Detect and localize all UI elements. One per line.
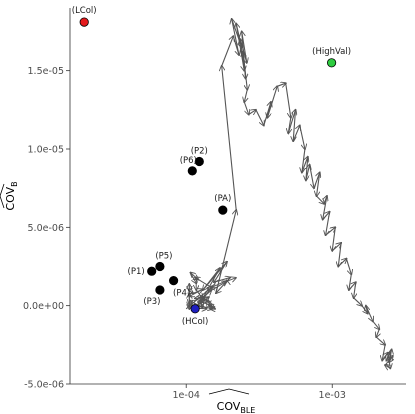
trajectory-segment [222, 66, 237, 211]
trajectory-segment [325, 227, 336, 236]
trajectory-segment [287, 110, 295, 134]
x-axis-title-text: COVBLE [217, 400, 256, 414]
trajectory-segment [299, 125, 305, 150]
x-tick-label: 1e-04 [173, 390, 200, 401]
trajectory-segment [353, 297, 362, 306]
trajectory-segment [305, 165, 310, 181]
y-tick-label: 1.5e-05 [28, 66, 64, 77]
y-tick-label: 5.0e-06 [28, 223, 64, 234]
trajectory-segment [285, 83, 291, 118]
point-label: (P1) [128, 267, 145, 277]
trajectory-segment [244, 89, 247, 103]
trajectory-segment [317, 172, 321, 197]
point-label: (HighVal) [312, 47, 351, 57]
trajectory-segment [277, 83, 286, 86]
cluster-segment [210, 281, 227, 291]
trajectory-segment [213, 278, 230, 283]
cluster-segment [206, 300, 208, 302]
point-label: (P2) [191, 147, 208, 157]
trajectory-segment [365, 305, 373, 322]
y-ticks: -5.0e-06 0.0e+00 5.0e-06 1.0e-05 1.5e-05 [23, 66, 70, 391]
trajectory-segment [386, 353, 390, 361]
trajectory-segment [345, 258, 351, 275]
trajectory-segment [214, 261, 228, 282]
cluster-segment [198, 302, 207, 310]
trajectory-segment [266, 86, 277, 118]
point-label: (HCol) [182, 317, 209, 327]
point-p1 [147, 266, 157, 276]
trajectory-segment [215, 210, 236, 294]
point-p4 [169, 275, 179, 286]
x-axis-title: COVBLE [208, 388, 256, 414]
point-pa [218, 205, 228, 215]
trajectory-segment [242, 51, 247, 90]
cluster-segment [197, 290, 211, 303]
point-label: (P6) [180, 156, 197, 166]
trajectory-segment [354, 282, 356, 298]
point-p5 [155, 261, 165, 272]
trajectory-segment [292, 126, 300, 142]
trajectory-segment [323, 195, 328, 220]
point-p6 [187, 166, 197, 176]
trajectory-path [185, 19, 393, 368]
trajectory-segment [375, 336, 385, 345]
trajectory-segment [349, 274, 351, 290]
x-ticks: 1e-04 1e-03 [173, 384, 346, 401]
cluster-segment [189, 288, 203, 296]
cluster-segment [190, 272, 197, 284]
cluster-segment [226, 278, 236, 282]
trajectory-segment [313, 173, 320, 189]
trajectory-segment [255, 109, 264, 126]
trajectory-segment [322, 212, 330, 220]
point-hcol [190, 304, 200, 314]
trajectory-segment [243, 101, 248, 115]
point-label: (LCol) [72, 6, 97, 16]
y-tick-label: -5.0e-06 [24, 380, 64, 391]
trajectory-segment [331, 243, 341, 252]
trajectory-segment [316, 195, 325, 204]
trajectory-segment [309, 164, 314, 189]
trajectory-segment [293, 109, 295, 141]
trajectory-segment [301, 157, 308, 173]
plot-panel [70, 8, 406, 384]
y-axis-title: COVB [0, 181, 19, 211]
trajectory-segment [372, 320, 379, 329]
point-label: (PA) [214, 194, 231, 204]
y-axis-title-text: COVB [4, 181, 19, 210]
trajectory-segment [348, 282, 356, 291]
trajectory-segment [332, 227, 336, 251]
trajectory-segment [221, 36, 234, 67]
y-tick-label: 1.0e-05 [28, 145, 64, 156]
point-label: (P4) [173, 289, 190, 299]
trajectory-segment [248, 110, 256, 115]
y-tick-label: 0.0e+00 [23, 301, 64, 312]
point-p2 [194, 156, 204, 167]
trajectory-segment [338, 242, 341, 267]
trajectory-segment [385, 365, 390, 368]
trajectory-segment [337, 259, 346, 267]
point-p3 [155, 285, 165, 295]
trajectory-segment [376, 328, 379, 337]
x-axis-title-hat [208, 388, 250, 395]
y-axis-title-hat [0, 183, 5, 209]
points-layer: (LCol) (HighVal) (HCol) (P2)(P6) (PA) (P5) (P1… [72, 6, 351, 327]
point-lcol [79, 17, 89, 27]
point-label: (P3) [143, 297, 160, 307]
x-tick-label: 1e-03 [319, 390, 346, 401]
trajectory-segment [326, 211, 331, 236]
point-highval [326, 58, 337, 68]
point-label: (P5) [155, 252, 172, 262]
